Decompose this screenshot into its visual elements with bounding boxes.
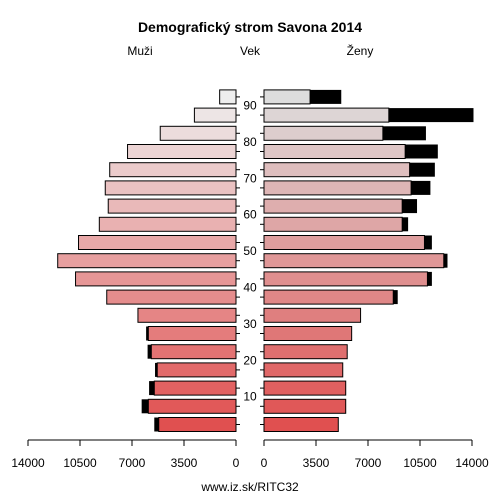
- female-bar-5-9: [263, 398, 347, 414]
- male-bar-80-84: [159, 125, 237, 141]
- female-bar-90+: [263, 89, 311, 105]
- female-excess-bar-70-74: [409, 162, 435, 177]
- male-bar-70-74: [109, 162, 237, 178]
- female-bar-25-29: [263, 326, 353, 341]
- male-x-tick-label: 7000: [119, 456, 146, 470]
- female-bar-45-49: [263, 253, 445, 269]
- female-x-tick-label: 7000: [355, 456, 382, 470]
- female-bar-30-34: [263, 307, 362, 323]
- female-bar-10-14: [263, 380, 347, 396]
- male-bar-55-59: [98, 216, 237, 232]
- male-bar-20-24: [150, 344, 237, 360]
- female-bar-60-64: [263, 198, 403, 214]
- female-x-tick-label: 3500: [303, 456, 330, 470]
- age-tick-label: 10: [243, 390, 257, 404]
- female-bar-35-39: [263, 289, 394, 305]
- chart-title: Demografický strom Savona 2014: [138, 19, 362, 35]
- female-excess-bar-85-89: [388, 108, 474, 123]
- male-bar-25-29: [147, 326, 237, 341]
- female-bar-0-4: [263, 417, 339, 432]
- female-bar-75-79: [263, 144, 406, 159]
- age-tick-label: 80: [243, 135, 257, 149]
- male-excess-bar-5-9: [141, 399, 149, 414]
- female-bar-70-74: [263, 162, 411, 178]
- male-excess-bar-20-24: [147, 344, 152, 359]
- male-bar-75-79: [127, 144, 237, 159]
- male-bar-15-19: [156, 362, 237, 378]
- female-excess-bar-55-59: [402, 217, 409, 232]
- female-excess-bar-90+: [310, 89, 342, 104]
- age-label: Vek: [240, 44, 261, 58]
- female-excess-bar-65-69: [411, 180, 431, 195]
- male-bar-85-89: [193, 107, 237, 123]
- male-bar-65-69: [104, 180, 237, 196]
- female-excess-bar-45-49: [443, 253, 448, 268]
- female-bar-65-69: [263, 180, 412, 196]
- female-excess-bar-50-54: [424, 235, 432, 250]
- male-bar-30-34: [137, 307, 237, 323]
- age-tick-label: 20: [243, 353, 257, 367]
- footer-url: www.iz.sk/RITC32: [200, 480, 299, 494]
- female-bar-55-59: [263, 216, 403, 232]
- female-excess-bar-60-64: [402, 199, 418, 214]
- female-bar-40-44: [263, 271, 428, 287]
- age-tick-label: 70: [243, 171, 257, 185]
- female-excess-bar-35-39: [393, 290, 398, 305]
- age-tick-label: 60: [243, 208, 257, 222]
- female-excess-bar-80-84: [382, 126, 426, 141]
- male-bar-40-44: [75, 271, 237, 287]
- male-x-tick-label: 3500: [171, 456, 198, 470]
- female-x-tick-label: 14000: [455, 456, 489, 470]
- female-bar-15-19: [263, 362, 344, 378]
- male-excess-bar-25-29: [146, 326, 149, 341]
- age-tick-label: 90: [243, 99, 257, 113]
- female-bar-85-89: [263, 107, 390, 123]
- male-excess-bar-10-14: [149, 381, 155, 396]
- male-excess-bar-15-19: [155, 362, 158, 377]
- female-x-tick-label: 10500: [403, 456, 437, 470]
- male-label: Muži: [127, 44, 152, 58]
- male-x-tick-label: 0: [233, 456, 240, 470]
- female-bar-20-24: [263, 344, 348, 360]
- age-tick-label: 30: [243, 317, 257, 331]
- male-x-tick-label: 10500: [63, 456, 97, 470]
- male-bar-90+: [219, 89, 237, 105]
- male-x-tick-label: 14000: [11, 456, 45, 470]
- female-bar-50-54: [263, 235, 425, 250]
- male-bar-35-39: [106, 289, 237, 305]
- age-tick-label: 40: [243, 281, 257, 295]
- female-label: Ženy: [347, 43, 374, 58]
- male-bar-60-64: [107, 198, 237, 214]
- female-excess-bar-75-79: [405, 144, 438, 159]
- male-bar-0-4: [158, 417, 237, 432]
- female-bar-80-84: [263, 125, 384, 141]
- female-x-tick-label: 0: [261, 456, 268, 470]
- age-tick-label: 50: [243, 244, 257, 258]
- male-bar-10-14: [153, 380, 237, 396]
- female-excess-bar-40-44: [427, 271, 432, 286]
- male-excess-bar-0-4: [154, 417, 159, 432]
- male-bar-45-49: [57, 253, 237, 269]
- male-bar-50-54: [78, 235, 237, 250]
- male-bar-5-9: [147, 398, 237, 414]
